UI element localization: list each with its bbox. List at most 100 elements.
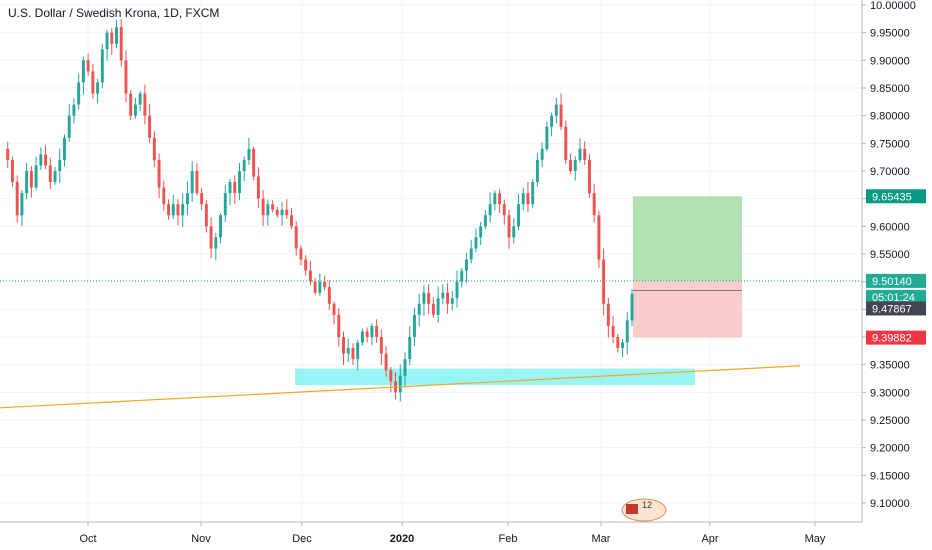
candle-body [204,204,208,227]
candle-body [342,337,345,354]
price-axis[interactable]: 10.00000 9.95000 9.90000 9.85000 9.80000 9.75… [861,0,916,522]
y-tick-label: 9.90000 [870,55,910,67]
candle-body [129,93,133,116]
price-tag [866,273,926,288]
candle-body [389,370,393,382]
candle-body [441,292,445,299]
candle-body [521,193,525,205]
y-tick-label: 10.00000 [870,0,916,12]
candle-body [214,237,218,249]
candle-body [625,320,629,343]
candle-body [502,204,506,216]
candle-body [86,60,90,72]
price-tag [866,289,926,304]
loss-zone[interactable] [633,280,742,338]
candle-body [96,82,100,94]
candle-body [606,303,610,326]
candle-body [526,193,530,205]
x-tick-label: Nov [191,533,211,545]
price-tag [866,301,926,316]
candle-body [44,154,48,166]
candle-body [167,204,170,216]
candle-body [597,215,601,260]
candle-body [119,27,123,61]
candle-body [578,148,582,160]
candle-body [408,337,412,360]
candle-body [630,293,634,321]
y-tick-label: 9.85000 [870,83,910,95]
candle-body [587,159,591,194]
candle-body [436,298,440,315]
candle-body [48,165,52,183]
tradingview-logo: 12 [621,498,667,522]
candle-body [124,60,128,94]
candle-body [611,325,615,337]
candle-body [285,209,289,216]
support-zone[interactable] [295,368,695,386]
candle-body [157,159,161,188]
candle-body [479,226,483,238]
candle-body [294,226,298,249]
candle-body [190,171,194,194]
y-tick-label: 9.95000 [870,28,910,40]
candle-body [6,148,10,160]
candle-body [318,281,322,293]
candle-body [58,159,62,171]
profit-zone[interactable] [633,196,742,281]
candle-body [360,331,364,343]
x-tick-label: 2020 [390,533,414,545]
candle-body [337,314,341,337]
candle-body [34,165,38,188]
y-tick-label: 9.35000 [870,360,910,372]
candle-body [148,115,152,138]
price-tag-label: 05:01:24 [872,292,915,304]
candle-body [133,104,137,116]
candle-body [512,226,516,238]
candle-body [171,204,175,216]
candle-body [256,176,260,199]
y-tick-label: 9.10000 [870,498,910,510]
candle-body [431,303,435,315]
candle-body [63,137,66,160]
candle-body [446,292,450,304]
trendline[interactable] [0,365,801,409]
candle-body [455,281,459,299]
candle-body [110,32,114,44]
y-tick-label: 9.55000 [870,249,910,261]
candle-body [308,270,312,282]
price-tag-label: 9.50140 [872,276,912,288]
candle-body [138,93,142,105]
candle-body [185,193,189,205]
candle-body [398,375,402,393]
candle-body [327,287,331,304]
candle-body [469,248,473,260]
candle-body [252,148,256,177]
candle-body [271,204,275,210]
y-tick-label: 9.80000 [870,111,910,123]
time-axis[interactable]: Oct Nov Dec 2020 Feb Mar Apr May [0,521,862,545]
candle-body [238,171,241,194]
candle-body [498,193,502,205]
y-tick-label: 9.30000 [870,387,910,399]
candle-body [290,215,293,227]
candle-body [460,270,464,282]
candle-body [332,303,336,315]
candles [6,18,634,402]
candle-body [422,292,426,304]
candle-body [417,303,421,315]
candle-body [412,314,416,337]
candle-body [507,215,511,238]
candle-body [100,49,104,83]
candle-body [152,137,156,160]
x-tick-label: Oct [79,533,96,545]
price-tag-label: 9.47867 [872,303,912,315]
price-tag [866,189,926,204]
candle-body [53,171,57,183]
candle-body [621,342,625,349]
logo-label: 12 [642,500,652,510]
x-tick-label: Dec [292,533,312,545]
candle-body [488,204,492,216]
chart-title: U.S. Dollar / Swedish Krona, 1D, FXCM [8,6,220,20]
flag-icon [626,504,638,514]
